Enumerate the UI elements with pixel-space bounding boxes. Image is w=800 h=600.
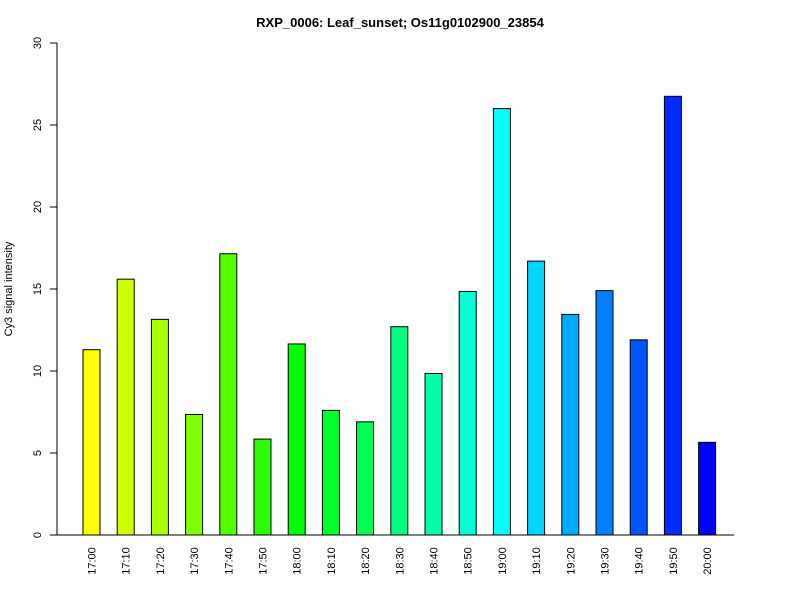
chart-title: RXP_0006: Leaf_sunset; Os11g0102900_2385… [256,15,544,30]
x-axis: 17:00 17:10 17:20 17:30 17:40 17:50 18:00 18:10… [57,534,734,575]
x-tick-label: 19:40 [634,547,646,575]
bar [253,438,272,536]
bar [698,441,717,536]
y-tick-label: 10 [32,365,44,377]
x-tick-label: 19:50 [668,547,680,575]
bar [663,95,682,536]
x-tick-label: 17:40 [223,547,235,575]
x-tick-label: 18:50 [463,547,475,575]
bar [321,409,340,536]
y-tick-label: 20 [32,201,44,213]
x-tick-label: 17:10 [121,547,133,575]
y-axis-label: Cy3 signal intensity [3,241,15,336]
bar [219,253,238,536]
x-tick-label: 17:30 [189,547,201,575]
x-tick-label: 19:20 [565,547,577,575]
y-axis: 0 5 10 15 20 25 30 [32,37,58,538]
x-tick-label: 19:10 [531,547,543,575]
x-tick-label: 20:00 [702,547,714,575]
x-tick-label: 18:30 [394,547,406,575]
bar [287,343,306,536]
y-tick-label: 15 [32,283,44,295]
x-tick-label: 17:50 [258,547,270,575]
bar [116,278,135,536]
x-tick-label: 19:00 [497,547,509,575]
y-tick-label: 0 [32,532,44,538]
x-tick-label: 19:30 [600,547,612,575]
bar [356,421,375,536]
bar [390,326,409,536]
bar [150,318,169,536]
bar [629,339,648,536]
bar [595,290,614,536]
y-tick-label: 25 [32,119,44,131]
x-tick-label: 18:00 [292,547,304,575]
bar [527,260,546,536]
x-tick-label: 17:20 [155,547,167,575]
x-tick-label: 18:20 [360,547,372,575]
bar [458,290,477,536]
bar [82,349,101,536]
y-tick-label: 30 [32,37,44,49]
x-tick-label: 18:40 [429,547,441,575]
bar [492,108,511,536]
bar [185,413,204,536]
bar [561,313,580,536]
x-tick-label: 17:00 [87,547,99,575]
y-tick-label: 5 [32,450,44,456]
bar [424,372,443,536]
x-tick-label: 18:10 [326,547,338,575]
bars [82,95,717,536]
